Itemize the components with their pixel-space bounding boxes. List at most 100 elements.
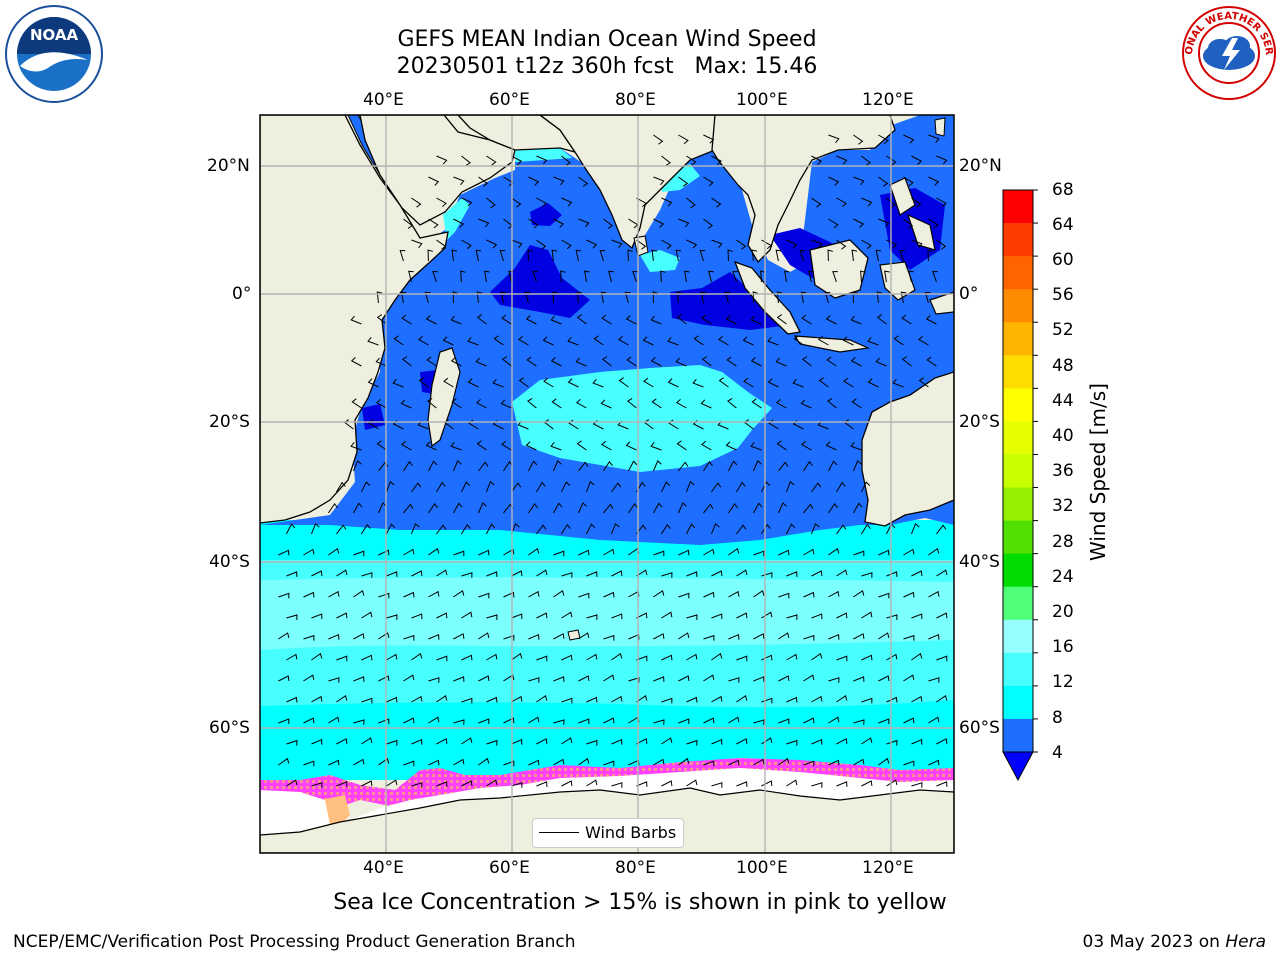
- wind-barb: [732, 271, 738, 283]
- wind-barb: [852, 460, 862, 472]
- wind-barb: [886, 239, 898, 249]
- wind-barb: [686, 653, 698, 661]
- wind-barb: [584, 270, 590, 283]
- wind-barb: [667, 378, 679, 388]
- wind-barb: [861, 737, 873, 745]
- wind-barb: [878, 218, 890, 228]
- wind-barb: [753, 719, 765, 725]
- wind-barb: [511, 155, 522, 165]
- colorbar-segment: [1003, 685, 1033, 720]
- wind-barb: [703, 591, 715, 598]
- sumatra: [733, 260, 801, 335]
- wind-barb: [618, 335, 629, 346]
- wind-barb: [478, 675, 490, 682]
- wind-barb: [600, 399, 612, 409]
- wind-barb: [936, 155, 948, 165]
- wind-barb: [460, 481, 471, 493]
- wind-barb: [452, 502, 463, 514]
- wind-barb: [827, 397, 837, 409]
- wind-barb: [328, 677, 340, 683]
- wind-barb: [553, 590, 565, 598]
- wind-barb: [676, 291, 683, 304]
- wind-barb: [478, 592, 490, 599]
- wind-barb: [611, 482, 622, 493]
- wind-barb: [603, 760, 615, 767]
- wind-barb: [601, 314, 612, 325]
- wind-barb: [536, 781, 548, 787]
- wind-barb: [911, 613, 923, 620]
- wind-barb: [353, 633, 365, 640]
- lat-label-left-20s: 20°S: [209, 412, 250, 432]
- wind-barb: [575, 398, 587, 409]
- wind-barb: [453, 176, 465, 186]
- wind-barb: [811, 570, 823, 577]
- wind-barb: [678, 632, 690, 640]
- wind-barb: [932, 271, 938, 283]
- wind-barb: [811, 782, 823, 788]
- wind-barb: [411, 570, 423, 577]
- wind-barb: [676, 314, 687, 325]
- lat-label-right-20n: 20°N: [959, 156, 1002, 176]
- wind-barb: [778, 592, 790, 599]
- wind-barb: [627, 397, 637, 409]
- sri-lanka-winds: [640, 250, 680, 272]
- colorbar-tick-label: 24: [1052, 567, 1074, 587]
- lon-label-top-100e: 100°E: [736, 90, 788, 110]
- wind-barb: [753, 633, 765, 640]
- wind-barb: [361, 611, 373, 619]
- wind-barb: [353, 758, 365, 766]
- wind-barb: [586, 239, 598, 249]
- wind-barb: [452, 460, 462, 472]
- wind-barb: [311, 652, 323, 661]
- wind-barb: [410, 522, 420, 535]
- wind-barb: [336, 612, 348, 619]
- wind-barb: [811, 239, 823, 248]
- wind-barb: [778, 675, 790, 682]
- southeast-asia: [711, 115, 896, 264]
- wind-barb: [528, 633, 540, 640]
- wind-barb: [860, 481, 871, 493]
- wind-barb: [928, 218, 939, 229]
- wind-barb: [328, 503, 338, 514]
- wind-barb: [785, 480, 795, 493]
- lat-label-right-0: 0°: [959, 284, 979, 304]
- wind-barb: [653, 218, 665, 228]
- wind-barb: [828, 633, 840, 640]
- wind-barb: [428, 218, 439, 229]
- wind-barb: [792, 378, 804, 388]
- wind-barb: [878, 176, 889, 187]
- wind-barb: [886, 614, 898, 620]
- wind-barb: [786, 614, 798, 620]
- wind-barb: [553, 676, 565, 682]
- wind-barb: [808, 270, 814, 283]
- wind-barb: [700, 399, 712, 409]
- wind-barb: [928, 633, 940, 640]
- wind-barb: [785, 523, 796, 535]
- svg-text:NOAA: NOAA: [30, 26, 79, 44]
- wind-barb: [708, 270, 714, 283]
- wind-barb: [901, 356, 912, 367]
- wind-barb: [386, 571, 398, 577]
- wind-barb: [428, 716, 440, 724]
- wind-barb: [453, 590, 465, 598]
- wind-barb: [861, 654, 873, 661]
- wind-barb: [867, 378, 879, 388]
- wind-barb: [801, 440, 812, 451]
- wind-barb: [853, 590, 865, 598]
- wind-barb: [878, 675, 890, 682]
- wind-barb: [678, 176, 689, 187]
- wind-barb: [686, 696, 698, 703]
- wind-barb: [453, 550, 465, 557]
- wind-barb: [603, 591, 615, 598]
- wind-barb: [503, 176, 514, 187]
- wind-barb: [411, 695, 423, 703]
- wind-barb: [678, 592, 690, 599]
- wind-barb: [911, 652, 923, 661]
- wind-barb: [511, 239, 523, 248]
- wind-barb: [911, 570, 923, 577]
- wind-barb: [527, 460, 538, 472]
- wind-barb: [853, 134, 864, 145]
- wind-barb: [661, 780, 673, 787]
- wind-barb: [428, 590, 440, 598]
- wind-barb: [576, 314, 587, 325]
